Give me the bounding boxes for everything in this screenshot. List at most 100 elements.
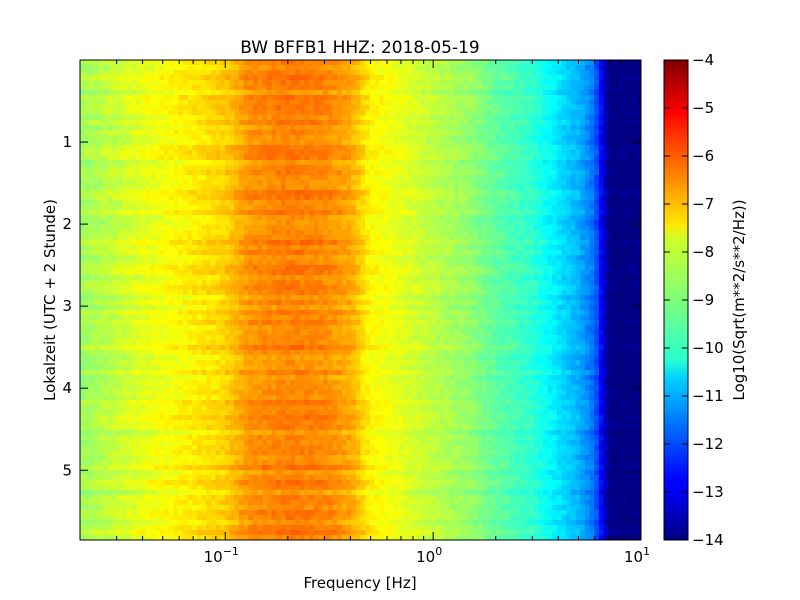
heatmap-cell [314,470,319,476]
heatmap-cell [318,195,323,201]
heatmap-cell [202,160,207,166]
heatmap-cell [267,95,272,101]
heatmap-cell [253,175,258,181]
heatmap-cell [202,350,207,356]
heatmap-cell [267,305,272,311]
heatmap-cell [150,260,155,266]
heatmap-cell [262,410,267,416]
heatmap-cell [141,265,146,271]
heatmap-cell [89,235,94,241]
heatmap-cell [169,390,174,396]
heatmap-cell [290,110,295,116]
heatmap-cell [309,410,314,416]
heatmap-cell [174,280,179,286]
heatmap-cell [276,395,281,401]
heatmap-cell [136,170,141,176]
heatmap-cell [136,90,141,96]
heatmap-cell [281,365,286,371]
heatmap-cell [155,450,160,456]
heatmap-cell [276,420,281,426]
heatmap-cell [145,420,150,426]
heatmap-cell [89,480,94,486]
heatmap-cell [131,330,136,336]
heatmap-cell [113,160,118,166]
heatmap-cell [188,295,193,301]
heatmap-cell [188,460,193,466]
heatmap-cell [314,460,319,466]
heatmap-cell [314,390,319,396]
heatmap-cell [248,495,253,501]
heatmap-cell [141,115,146,121]
heatmap-cell [314,415,319,421]
heatmap-cell [197,300,202,306]
heatmap-cell [99,325,104,331]
heatmap-cell [286,205,291,211]
heatmap-cell [99,260,104,266]
heatmap-cell [188,525,193,531]
heatmap-cell [136,70,141,76]
heatmap-cell [286,495,291,501]
heatmap-cell [103,480,108,486]
heatmap-cell [89,140,94,146]
heatmap-cell [192,100,197,106]
heatmap-cell [145,190,150,196]
heatmap-cell [178,75,183,81]
heatmap-cell [314,200,319,206]
heatmap-cell [127,215,132,221]
heatmap-cell [225,500,230,506]
heatmap-cell [272,520,277,526]
heatmap-cell [164,200,169,206]
heatmap-cell [99,400,104,406]
heatmap-cell [136,115,141,121]
heatmap-cell [220,270,225,276]
heatmap-cell [300,130,305,136]
heatmap-cell [248,210,253,216]
heatmap-cell [318,490,323,496]
heatmap-cell [136,475,141,481]
heatmap-cell [113,215,118,221]
heatmap-cell [85,335,90,341]
heatmap-cell [150,490,155,496]
heatmap-cell [150,470,155,476]
heatmap-cell [248,530,253,536]
heatmap-cell [276,525,281,531]
heatmap-cell [295,80,300,86]
heatmap-cell [295,330,300,336]
heatmap-cell [225,325,230,331]
heatmap-cell [300,330,305,336]
heatmap-cell [164,335,169,341]
heatmap-cell [290,450,295,456]
heatmap-cell [159,170,164,176]
heatmap-cell [164,280,169,286]
heatmap-cell [192,365,197,371]
heatmap-cell [131,275,136,281]
heatmap-cell [248,355,253,361]
heatmap-cell [192,305,197,311]
heatmap-cell [122,95,127,101]
heatmap-cell [178,460,183,466]
heatmap-cell [276,410,281,416]
heatmap-cell [89,265,94,271]
heatmap-cell [174,330,179,336]
heatmap-cell [103,285,108,291]
heatmap-cell [300,175,305,181]
heatmap-cell [202,475,207,481]
heatmap-cell [122,295,127,301]
heatmap-cell [145,85,150,91]
heatmap-cell [206,520,211,526]
heatmap-cell [80,330,85,336]
heatmap-cell [197,150,202,156]
heatmap-cell [103,80,108,86]
heatmap-cell [94,435,99,441]
heatmap-cell [131,340,136,346]
heatmap-cell [300,335,305,341]
heatmap-cell [220,145,225,151]
heatmap-cell [136,210,141,216]
heatmap-cell [89,105,94,111]
heatmap-cell [127,135,132,141]
heatmap-cell [178,320,183,326]
heatmap-cell [94,60,99,66]
heatmap-cell [234,495,239,501]
heatmap-cell [309,450,314,456]
heatmap-cell [244,280,249,286]
